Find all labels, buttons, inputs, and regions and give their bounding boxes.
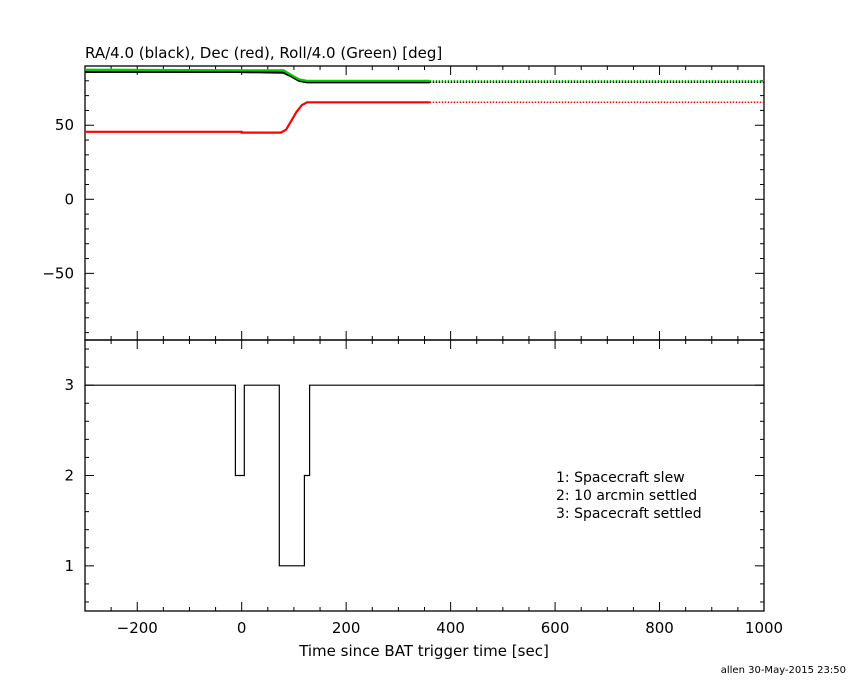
bottom-y-tick-labels: 3 2 1 [64, 376, 74, 575]
settling-status-series [85, 384, 764, 567]
attitude-series-1 [85, 101, 430, 134]
top-y-tick-label: 0 [64, 190, 74, 208]
bottom-y-tick-label: 1 [64, 557, 74, 575]
x-axis-label: Time since BAT trigger time [sec] [298, 642, 549, 660]
x-tick-label: 200 [332, 619, 361, 637]
x-tick-label: 0 [237, 619, 247, 637]
top-y-tick-labels: 50 0 −50 [42, 116, 74, 282]
top-y-tick-label: −50 [42, 264, 74, 282]
top-panel-ticks [84, 65, 765, 340]
top-panel-frame [84, 65, 765, 341]
footer-credit: allen 30-May-2015 23:50 [721, 665, 846, 676]
x-tick-label: 400 [436, 619, 465, 637]
legend-entry-slew: 1: Spacecraft slew [556, 470, 685, 486]
x-tick-label: −200 [117, 619, 158, 637]
x-tick-label: 800 [645, 619, 674, 637]
top-y-tick-label: 50 [55, 116, 74, 134]
attitude-series [84, 68, 764, 134]
attitude-series-0 [85, 70, 430, 84]
legend-entry-settled: 3: Spacecraft settled [556, 506, 702, 522]
legend-entry-10arcmin: 2: 10 arcmin settled [556, 488, 697, 504]
x-tick-label: 600 [541, 619, 570, 637]
bottom-y-tick-label: 2 [64, 467, 74, 485]
top-panel-title: RA/4.0 (black), Dec (red), Roll/4.0 (Gre… [85, 44, 442, 62]
bottom-y-tick-label: 3 [64, 376, 74, 394]
x-tick-label: 1000 [745, 619, 783, 637]
x-tick-labels: −200 0 200 400 600 800 1000 [117, 619, 783, 637]
attitude-series-2 [84, 68, 430, 82]
settling-status-line [85, 384, 764, 567]
status-legend: 1: Spacecraft slew 2: 10 arcmin settled … [556, 470, 702, 522]
bottom-panel-ticks [84, 340, 765, 611]
